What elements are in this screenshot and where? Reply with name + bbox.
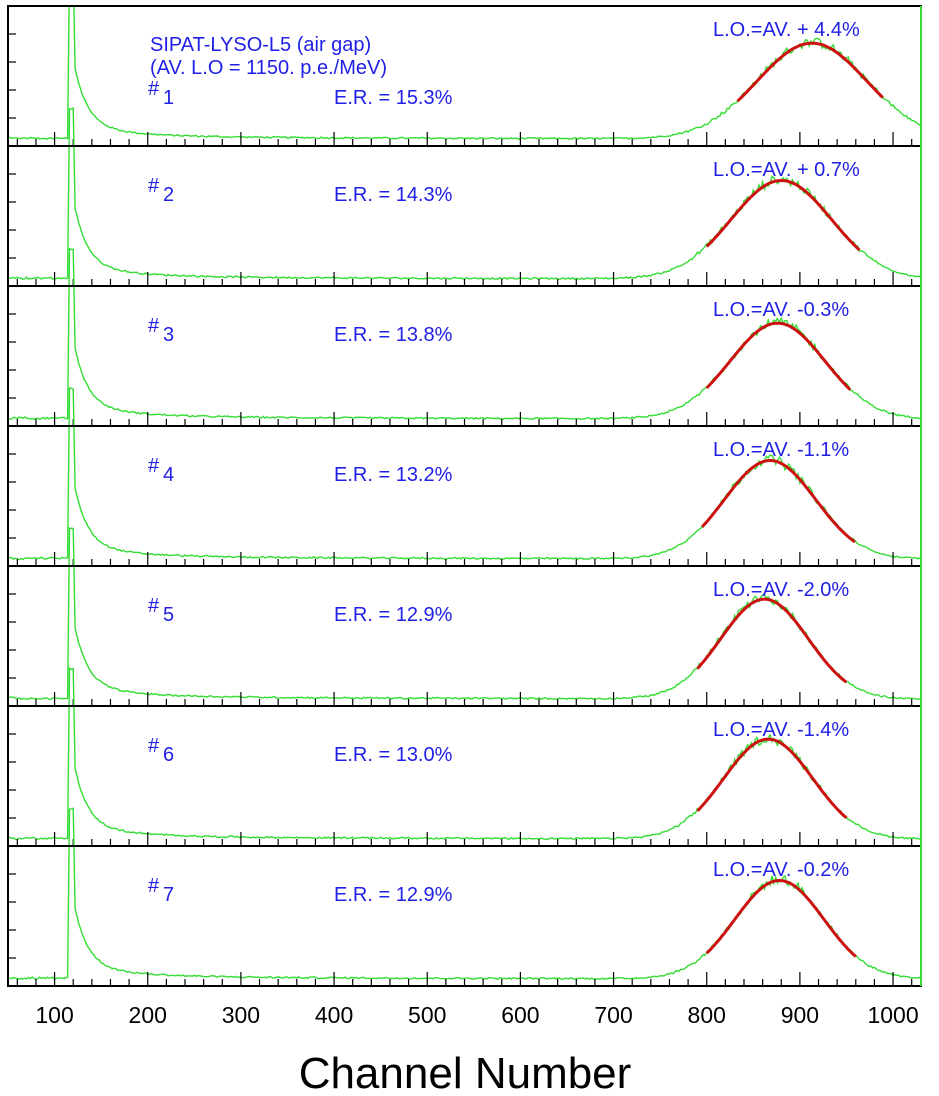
panel-number-5: 5 [163, 604, 174, 626]
energy-resolution-3: E.R. = 13.8% [334, 324, 453, 346]
panel-number-7: 7 [163, 884, 174, 906]
panel-hash-6: # [148, 735, 160, 757]
panel-hash-4: # [148, 455, 160, 477]
x-tick-label: 1000 [867, 1002, 918, 1028]
x-tick-label: 400 [315, 1002, 353, 1028]
panel-number-6: 6 [163, 744, 174, 766]
energy-resolution-2: E.R. = 14.3% [334, 184, 453, 206]
panel-hash-5: # [148, 595, 160, 617]
x-tick-label: 300 [222, 1002, 260, 1028]
x-tick-label: 500 [408, 1002, 446, 1028]
fit-curve-6 [696, 737, 848, 820]
panel-number-1: 1 [163, 87, 174, 109]
x-tick-label: 700 [594, 1002, 632, 1028]
x-tick-label: 100 [35, 1002, 73, 1028]
chart-subtitle: (AV. L.O = 1150. p.e./MeV) [150, 57, 387, 79]
light-output-3: L.O.=AV. -0.3% [713, 299, 849, 321]
panel-number-2: 2 [163, 184, 174, 206]
energy-resolution-1: E.R. = 15.3% [334, 87, 453, 109]
light-output-5: L.O.=AV. -2.0% [713, 579, 849, 601]
energy-resolution-7: E.R. = 12.9% [334, 884, 453, 906]
energy-resolution-4: E.R. = 13.2% [334, 464, 453, 486]
histogram-3 [8, 247, 921, 421]
histogram-6 [8, 666, 921, 841]
energy-resolution-6: E.R. = 13.0% [334, 744, 453, 766]
panel-hash-1: # [148, 78, 160, 100]
x-tick-label: 600 [501, 1002, 539, 1028]
panel-number-4: 4 [163, 464, 174, 486]
panel-hash-2: # [148, 175, 160, 197]
light-output-6: L.O.=AV. -1.4% [713, 719, 849, 741]
histogram-4 [8, 387, 921, 561]
light-output-2: L.O.=AV. + 0.7% [713, 159, 860, 181]
light-output-7: L.O.=AV. -0.2% [713, 859, 849, 881]
fit-curve-7 [705, 878, 857, 958]
histogram-5 [8, 527, 921, 701]
panel-hash-3: # [148, 315, 160, 337]
fit-curve-1 [736, 41, 884, 103]
chart-title: SIPAT-LYSO-L5 (air gap) [150, 34, 371, 56]
panel-number-3: 3 [163, 324, 174, 346]
fit-curve-2 [705, 178, 861, 252]
fit-curve-3 [705, 321, 852, 391]
light-output-4: L.O.=AV. -1.1% [713, 439, 849, 461]
x-tick-label: 900 [781, 1002, 819, 1028]
x-tick-label: 200 [129, 1002, 167, 1028]
x-tick-label: 800 [688, 1002, 726, 1028]
light-output-1: L.O.=AV. + 4.4% [713, 19, 860, 41]
x-axis-label: Channel Number [299, 1049, 632, 1096]
fit-curve-5 [696, 597, 848, 684]
energy-resolution-5: E.R. = 12.9% [334, 604, 453, 626]
panel-hash-7: # [148, 875, 160, 897]
fit-curve-4 [700, 459, 856, 544]
